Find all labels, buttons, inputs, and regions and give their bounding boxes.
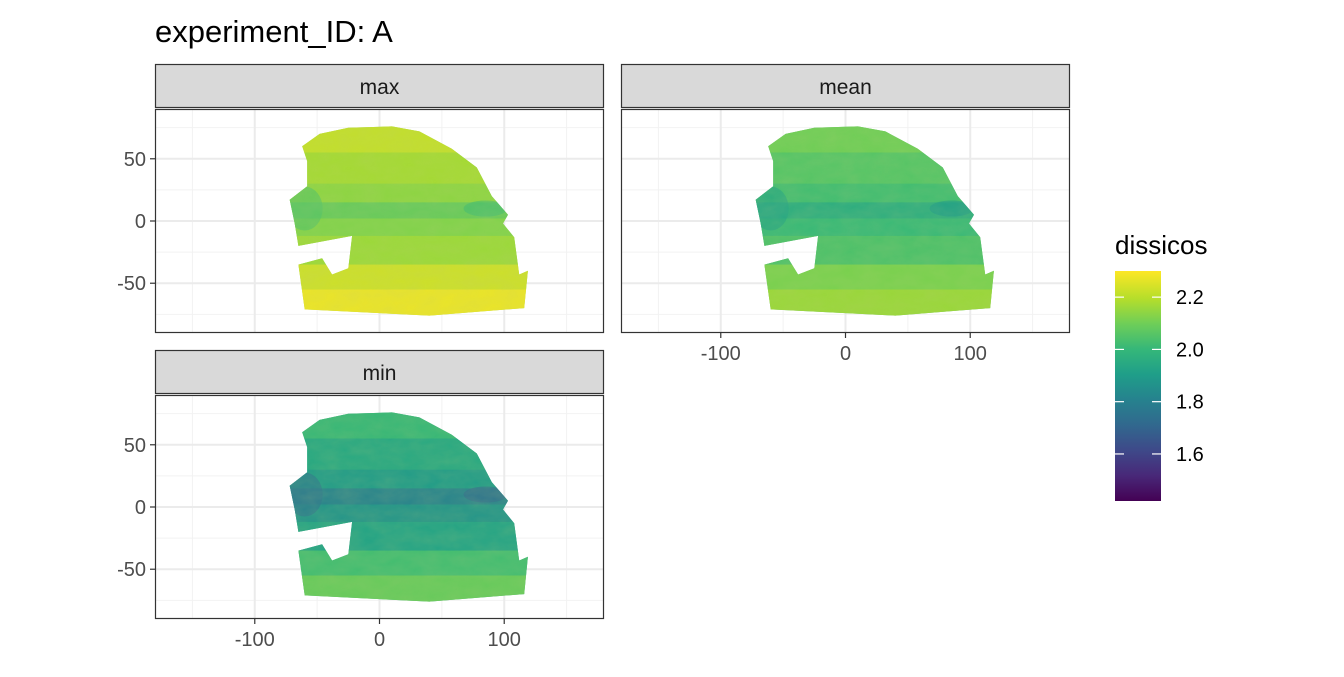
legend-tick-label: 1.6 [1176, 444, 1204, 466]
facet-strip [154, 63, 605, 109]
x-tick-label: 0 [840, 343, 851, 365]
y-tick-label: 50 [124, 435, 146, 457]
facet-strip [154, 349, 605, 395]
panel-border [620, 108, 1071, 334]
x-tick-label: 0 [374, 629, 385, 651]
y-tick-label: -50 [117, 273, 146, 295]
x-tick-label: 100 [954, 343, 987, 365]
facet-strip-label: mean [819, 76, 872, 99]
y-tick-label: -50 [117, 559, 146, 581]
y-tick-label: 0 [135, 211, 146, 233]
facet-panel-min: min 50 0 -50 -100 0 100 [117, 349, 605, 651]
plot-title: experiment_ID: A [155, 14, 393, 49]
facet-strip-label: min [363, 362, 397, 385]
facet-strip [620, 63, 1071, 109]
legend-tick-label: 2.0 [1176, 339, 1204, 361]
facet-panel-max: max 50 0 -50 [117, 63, 605, 334]
x-tick-label: 100 [488, 629, 521, 651]
legend-colorbar [1115, 271, 1161, 501]
panel-border [154, 394, 605, 620]
y-tick-label: 0 [135, 497, 146, 519]
panel-border [154, 108, 605, 334]
y-tick-label: 50 [124, 149, 146, 171]
x-tick-label: -100 [235, 629, 275, 651]
facet-strip-label: max [360, 76, 400, 99]
legend-title: dissicos [1115, 230, 1207, 260]
legend-tick-label: 1.8 [1176, 392, 1204, 414]
legend: dissicos 2.2 2.0 1.8 1.6 [1115, 230, 1207, 501]
legend-tick-label: 2.2 [1176, 287, 1204, 309]
facet-panel-mean: mean -100 0 100 [620, 63, 1071, 365]
x-tick-label: -100 [701, 343, 741, 365]
